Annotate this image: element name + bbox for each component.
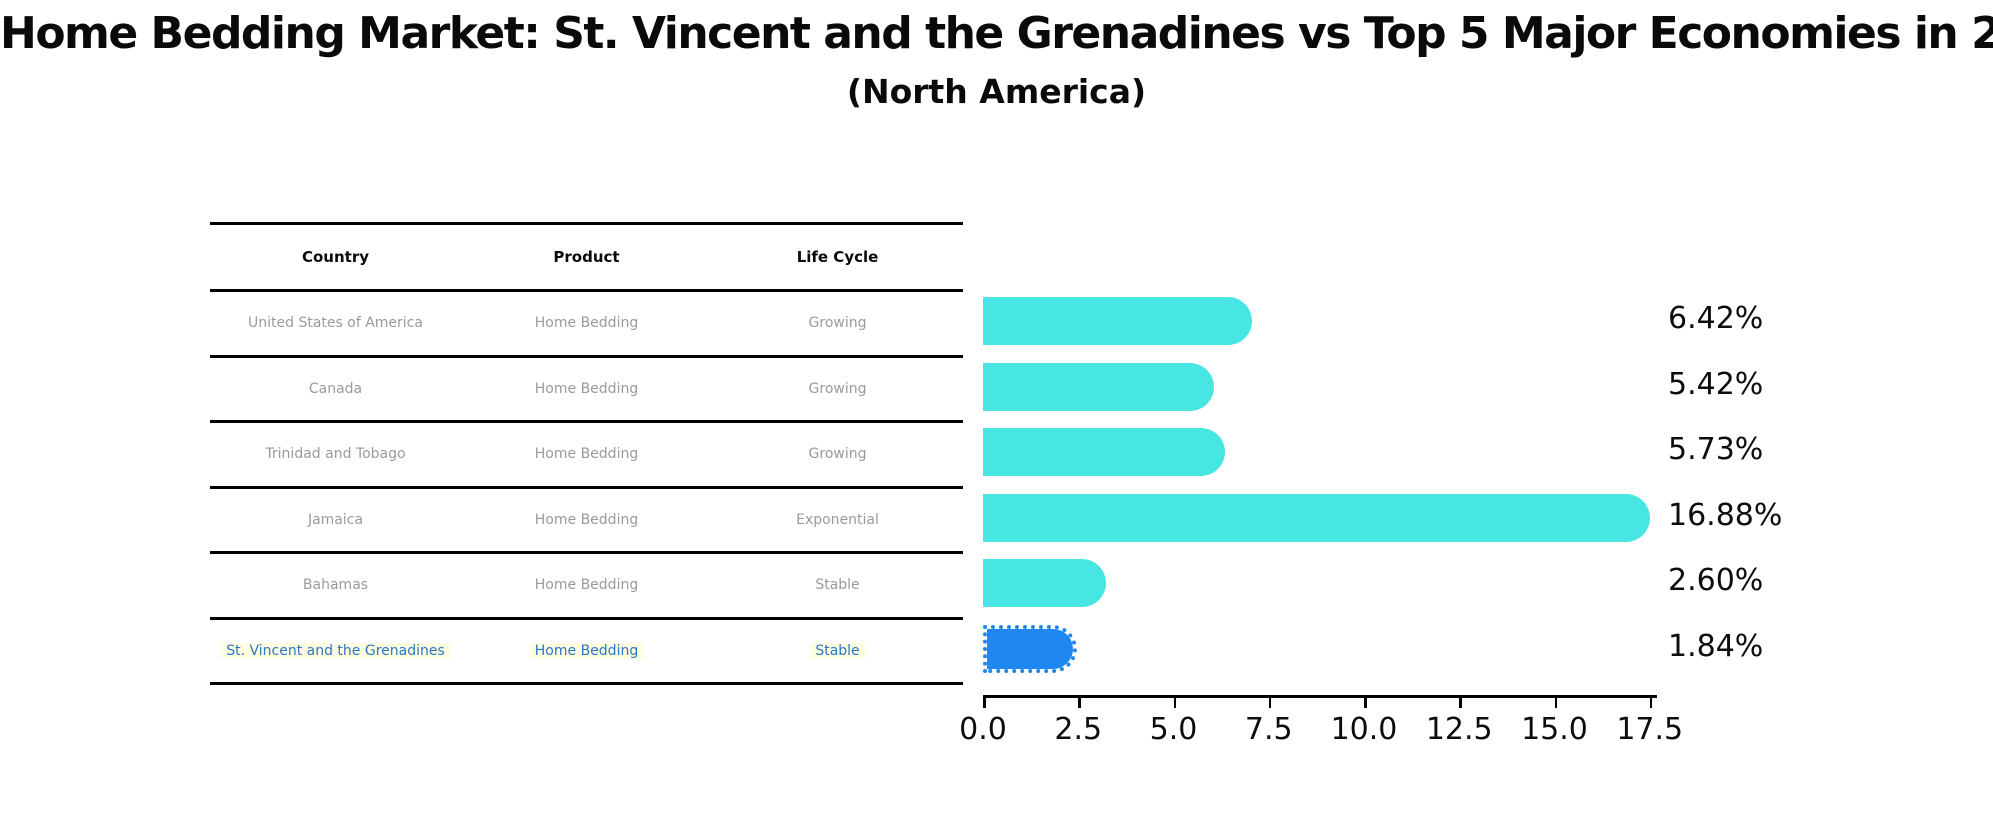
chart-title: Home Bedding Market: St. Vincent and the… (0, 8, 1993, 59)
x-axis-tick (1078, 695, 1081, 708)
cell-product-text: Home Bedding (534, 577, 639, 594)
cell-product-text: Home Bedding (534, 446, 639, 463)
cell-life-cycle-text: Growing (808, 315, 867, 332)
cell-life-cycle: Growing (712, 446, 963, 462)
cell-product-text: Home Bedding (534, 380, 639, 397)
x-axis-tick (1554, 695, 1557, 708)
cell-country: Trinidad and Tobago (210, 446, 461, 462)
x-axis-tick-label: 7.5 (1244, 712, 1293, 747)
cell-product: Home Bedding (461, 315, 712, 331)
cell-product: Home Bedding (461, 642, 712, 659)
table-header-product: Product (553, 248, 620, 266)
cell-country-text: St. Vincent and the Grenadines (221, 642, 450, 659)
cell-life-cycle-text: Stable (810, 642, 865, 659)
table-row: Trinidad and Tobago Home Bedding Growing (210, 423, 963, 489)
table-body: United States of America Home Bedding Grow… (210, 292, 963, 685)
cell-country-text: Trinidad and Tobago (265, 446, 406, 463)
x-axis-tick (1173, 695, 1176, 708)
cell-country-text: United States of America (248, 315, 423, 332)
table-row: United States of America Home Bedding Grow… (210, 292, 963, 358)
cell-life-cycle: Stable (712, 642, 963, 659)
y-axis-tick (950, 420, 962, 423)
table-header-life-cycle: Life Cycle (796, 248, 879, 266)
y-axis-tick (950, 551, 962, 554)
cell-product-text: Home Bedding (529, 642, 644, 659)
table-row: Canada Home Bedding Growing (210, 358, 963, 423)
x-axis-tick-label: 15.0 (1521, 712, 1588, 747)
table-header-row: Country Product Life Cycle (210, 225, 963, 292)
x-axis-tick-label: 5.0 (1149, 712, 1198, 747)
y-axis-tick (950, 289, 962, 292)
x-axis-tick-label: 17.5 (1616, 712, 1684, 747)
bar (983, 559, 1107, 608)
bar-highlight (983, 624, 1078, 673)
bar (983, 428, 1226, 477)
cell-product-text: Home Bedding (534, 315, 639, 332)
cell-country: Canada (210, 381, 461, 397)
cell-product: Home Bedding (461, 446, 712, 462)
cell-country-text: Bahamas (302, 577, 369, 594)
country-table: Country Product Life Cycle United States… (210, 222, 963, 685)
cell-country: Bahamas (210, 577, 461, 593)
y-axis-tick (950, 682, 962, 685)
cell-country: St. Vincent and the Grenadines (210, 642, 461, 659)
bar-value-label: 5.73% (1668, 432, 1764, 468)
bar-value-label: 2.60% (1668, 563, 1764, 599)
bar (983, 493, 1651, 542)
cell-life-cycle-text: Stable (815, 577, 860, 594)
cell-product: Home Bedding (461, 512, 712, 528)
table-header-country: Country (301, 248, 370, 266)
cell-country-text: Jamaica (307, 511, 364, 528)
x-axis-tick (1459, 695, 1462, 708)
cell-life-cycle-text: Growing (808, 446, 867, 463)
x-axis-tick (1649, 695, 1653, 708)
x-axis-tick-label: 0.0 (959, 712, 1007, 747)
cell-country: United States of America (210, 315, 461, 331)
table-row: St. Vincent and the Grenadines Home Beddi… (210, 620, 963, 685)
bar-value-label: 5.42% (1668, 366, 1764, 402)
cell-product-text: Home Bedding (534, 511, 639, 528)
bar (983, 362, 1214, 411)
bar (983, 297, 1252, 346)
y-axis-tick (950, 354, 962, 357)
cell-country: Jamaica (210, 512, 461, 528)
x-axis-tick-label: 2.5 (1054, 712, 1103, 747)
cell-life-cycle: Stable (712, 577, 963, 593)
bar-value-label: 6.42% (1668, 301, 1764, 337)
x-axis-tick-label: 12.5 (1425, 712, 1493, 747)
cell-life-cycle: Growing (712, 381, 963, 397)
y-axis-tick (950, 616, 962, 619)
cell-life-cycle: Exponential (712, 512, 963, 528)
cell-life-cycle: Growing (712, 315, 963, 331)
bar-value-label: 16.88% (1668, 497, 1783, 533)
cell-product: Home Bedding (461, 381, 712, 397)
x-axis-tick (1268, 695, 1272, 708)
x-axis-tick (1364, 695, 1367, 708)
y-axis-tick (950, 485, 962, 488)
cell-country-text: Canada (308, 380, 363, 397)
x-axis-line (983, 695, 1657, 698)
chart-subtitle: (North America) (846, 72, 1147, 111)
bar-value-label: 1.84% (1668, 628, 1764, 664)
cell-life-cycle-text: Exponential (796, 511, 879, 528)
cell-product: Home Bedding (461, 577, 712, 593)
x-axis-tick-label: 10.0 (1330, 712, 1398, 747)
table-row: Bahamas Home Bedding Stable (210, 554, 963, 620)
table-row: Jamaica Home Bedding Exponential (210, 489, 963, 554)
cell-life-cycle-text: Growing (808, 380, 867, 397)
x-axis-tick (983, 695, 986, 708)
